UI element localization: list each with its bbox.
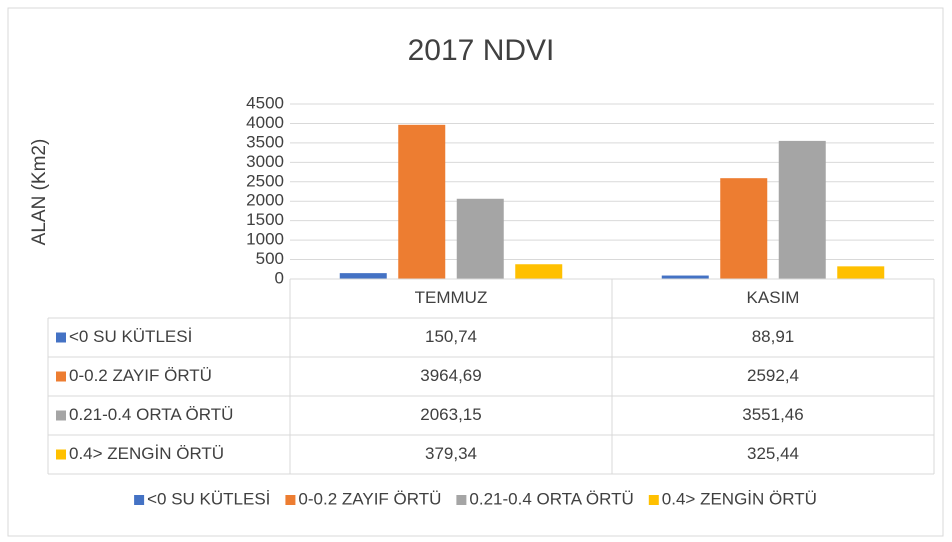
x-tick-label: KASIM bbox=[747, 288, 800, 307]
table-legend-key bbox=[56, 332, 66, 343]
bar bbox=[837, 266, 885, 279]
bar bbox=[398, 124, 446, 279]
table-series-name: 0.21-0.4 ORTA ÖRTÜ bbox=[69, 405, 233, 424]
bar bbox=[515, 264, 563, 279]
table-legend-key bbox=[56, 410, 66, 421]
y-tick-label: 2500 bbox=[246, 171, 284, 190]
bar bbox=[720, 178, 768, 279]
legend-label: 0-0.2 ZAYIF ÖRTÜ bbox=[298, 489, 441, 508]
legend-label: 0.21-0.4 ORTA ÖRTÜ bbox=[469, 489, 633, 508]
bar bbox=[339, 273, 387, 279]
y-tick-label: 3500 bbox=[246, 132, 284, 151]
legend-key bbox=[648, 495, 659, 505]
y-tick-label: 4500 bbox=[246, 93, 284, 112]
y-tick-label: 1500 bbox=[246, 210, 284, 229]
table-value: 2063,15 bbox=[420, 405, 481, 424]
y-tick-label: 0 bbox=[275, 268, 284, 287]
table-legend-key bbox=[56, 449, 66, 460]
table-value: 325,44 bbox=[747, 444, 799, 463]
table-value: 3964,69 bbox=[420, 366, 481, 385]
legend-key bbox=[134, 495, 145, 505]
y-tick-label: 3000 bbox=[246, 152, 284, 171]
y-tick-label: 4000 bbox=[246, 113, 284, 132]
y-tick-label: 1000 bbox=[246, 230, 284, 249]
bar bbox=[661, 275, 709, 279]
legend-key bbox=[456, 495, 467, 505]
y-tick-label: 500 bbox=[256, 249, 284, 268]
legend-key bbox=[285, 495, 296, 505]
bar bbox=[456, 198, 504, 279]
y-tick-label: 2000 bbox=[246, 191, 284, 210]
table-value: 150,74 bbox=[425, 327, 477, 346]
table-series-name: 0-0.2 ZAYIF ÖRTÜ bbox=[69, 366, 212, 385]
legend-label: <0 SU KÜTLESİ bbox=[147, 489, 270, 508]
table-value: 88,91 bbox=[752, 327, 795, 346]
chart-title: 2017 NDVI bbox=[408, 34, 555, 67]
table-series-name: 0.4> ZENGİN ÖRTÜ bbox=[69, 444, 224, 463]
table-legend-key bbox=[56, 371, 66, 382]
y-axis-label: ALAN (Km2) bbox=[29, 139, 50, 246]
legend-label: 0.4> ZENGİN ÖRTÜ bbox=[662, 489, 817, 508]
table-value: 379,34 bbox=[425, 444, 477, 463]
table-value: 2592,4 bbox=[747, 366, 799, 385]
table-value: 3551,46 bbox=[742, 405, 803, 424]
bar bbox=[778, 140, 826, 279]
table-series-name: <0 SU KÜTLESİ bbox=[69, 327, 192, 346]
x-tick-label: TEMMUZ bbox=[415, 288, 488, 307]
